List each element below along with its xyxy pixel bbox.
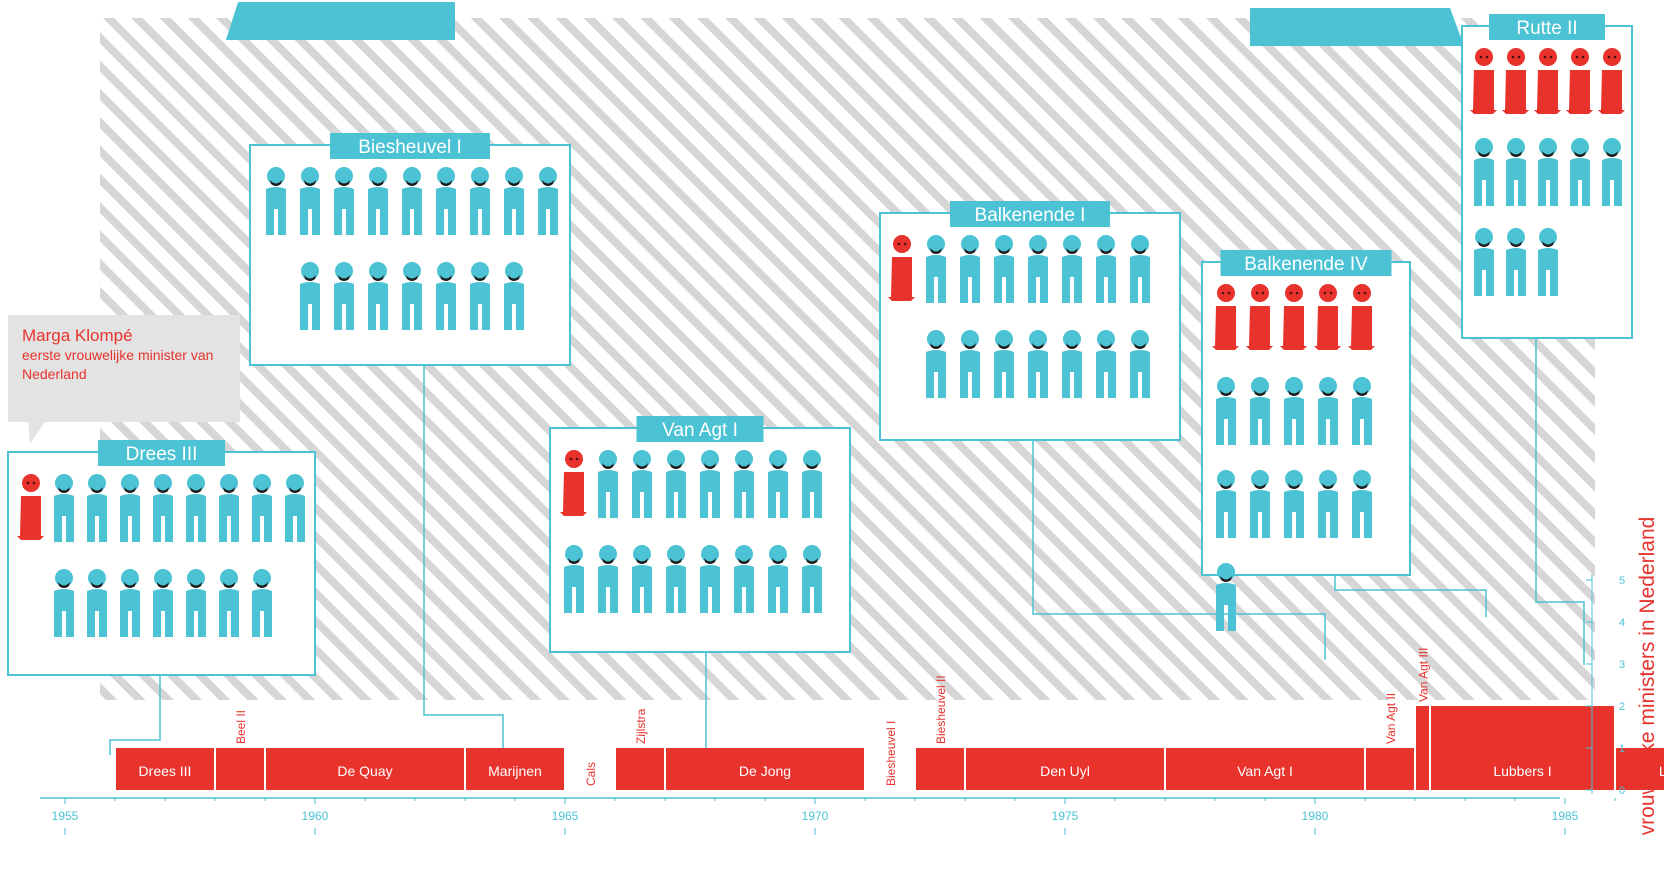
bar-biesheuvel-ii <box>916 748 964 790</box>
panel-title: Drees III <box>126 444 198 465</box>
bar-label: Marijnen <box>488 763 542 779</box>
x-tick-label: 1980 <box>1302 809 1329 823</box>
teal-banner-left-shape <box>226 2 455 40</box>
callout-name: Marga Klompé <box>22 326 222 346</box>
bar-label: Drees III <box>139 763 192 779</box>
panel-title: Van Agt I <box>662 420 738 441</box>
bar-label: De Jong <box>739 763 791 779</box>
x-tick-label: 1970 <box>802 809 829 823</box>
callout-description: eerste vrouwelijke minister van Nederlan… <box>22 346 222 384</box>
bar-label: Van Agt I <box>1237 763 1293 779</box>
bar-label: Zijlstra <box>634 708 648 744</box>
bar-label: Biesheuvel I <box>884 721 898 786</box>
panel-drees-iii: Drees III <box>8 440 315 675</box>
x-tick-label: 1975 <box>1052 809 1079 823</box>
panel-balkenende-iv: Balkenende IV <box>1202 250 1410 631</box>
y-tick-label: 1 <box>1619 743 1625 755</box>
panel-title: Balkenende IV <box>1244 254 1368 275</box>
x-axis: 1955196019651970197519801985199019952000… <box>40 798 1664 835</box>
panel-title: Balkenende I <box>975 205 1086 226</box>
y-tick-label: 5 <box>1619 575 1625 587</box>
y-tick-label: 3 <box>1619 659 1625 671</box>
bar-label: Cals <box>584 762 598 786</box>
bar-label: Beel II <box>234 710 248 744</box>
callout: Marga Klompé eerste vrouwelijke minister… <box>22 326 222 384</box>
panel-biesheuvel-i: Biesheuvel I <box>250 133 570 365</box>
y-tick-label: 0 <box>1619 785 1625 797</box>
x-tick-label: 1985 <box>1552 809 1579 823</box>
x-tick-label: 1965 <box>552 809 579 823</box>
teal-banner-right <box>1250 8 1464 46</box>
bar-label: Van Agt II <box>1384 693 1398 744</box>
x-tick-label: 1955 <box>52 809 79 823</box>
bar-label: De Quay <box>337 763 392 779</box>
panel-van-agt-i: Van Agt I <box>550 416 850 652</box>
bar-label: Den Uyl <box>1040 763 1090 779</box>
panel-title: Rutte II <box>1516 18 1577 39</box>
y-axis-label: vrouwelijke ministers in Nederland <box>1636 517 1659 836</box>
panel-rutte-ii: Rutte II <box>1462 14 1632 338</box>
panel-balkenende-i: Balkenende I <box>880 201 1180 440</box>
bar-van-agt-ii <box>1366 748 1414 790</box>
bar-zijlstra <box>616 748 664 790</box>
y-tick-label: 2 <box>1619 701 1625 713</box>
x-tick-label: 1960 <box>302 809 329 823</box>
bar-label: Lubbers II <box>1659 763 1664 779</box>
y-tick-label: 4 <box>1619 617 1625 629</box>
bar-label: Lubbers I <box>1493 763 1551 779</box>
bar-label: Van Agt III <box>1417 648 1431 702</box>
bar-van-agt-iii <box>1416 706 1429 790</box>
bar-label: Biesheuvel II <box>934 675 948 744</box>
panel-title: Biesheuvel I <box>358 137 462 158</box>
bar-beel-ii <box>216 748 264 790</box>
